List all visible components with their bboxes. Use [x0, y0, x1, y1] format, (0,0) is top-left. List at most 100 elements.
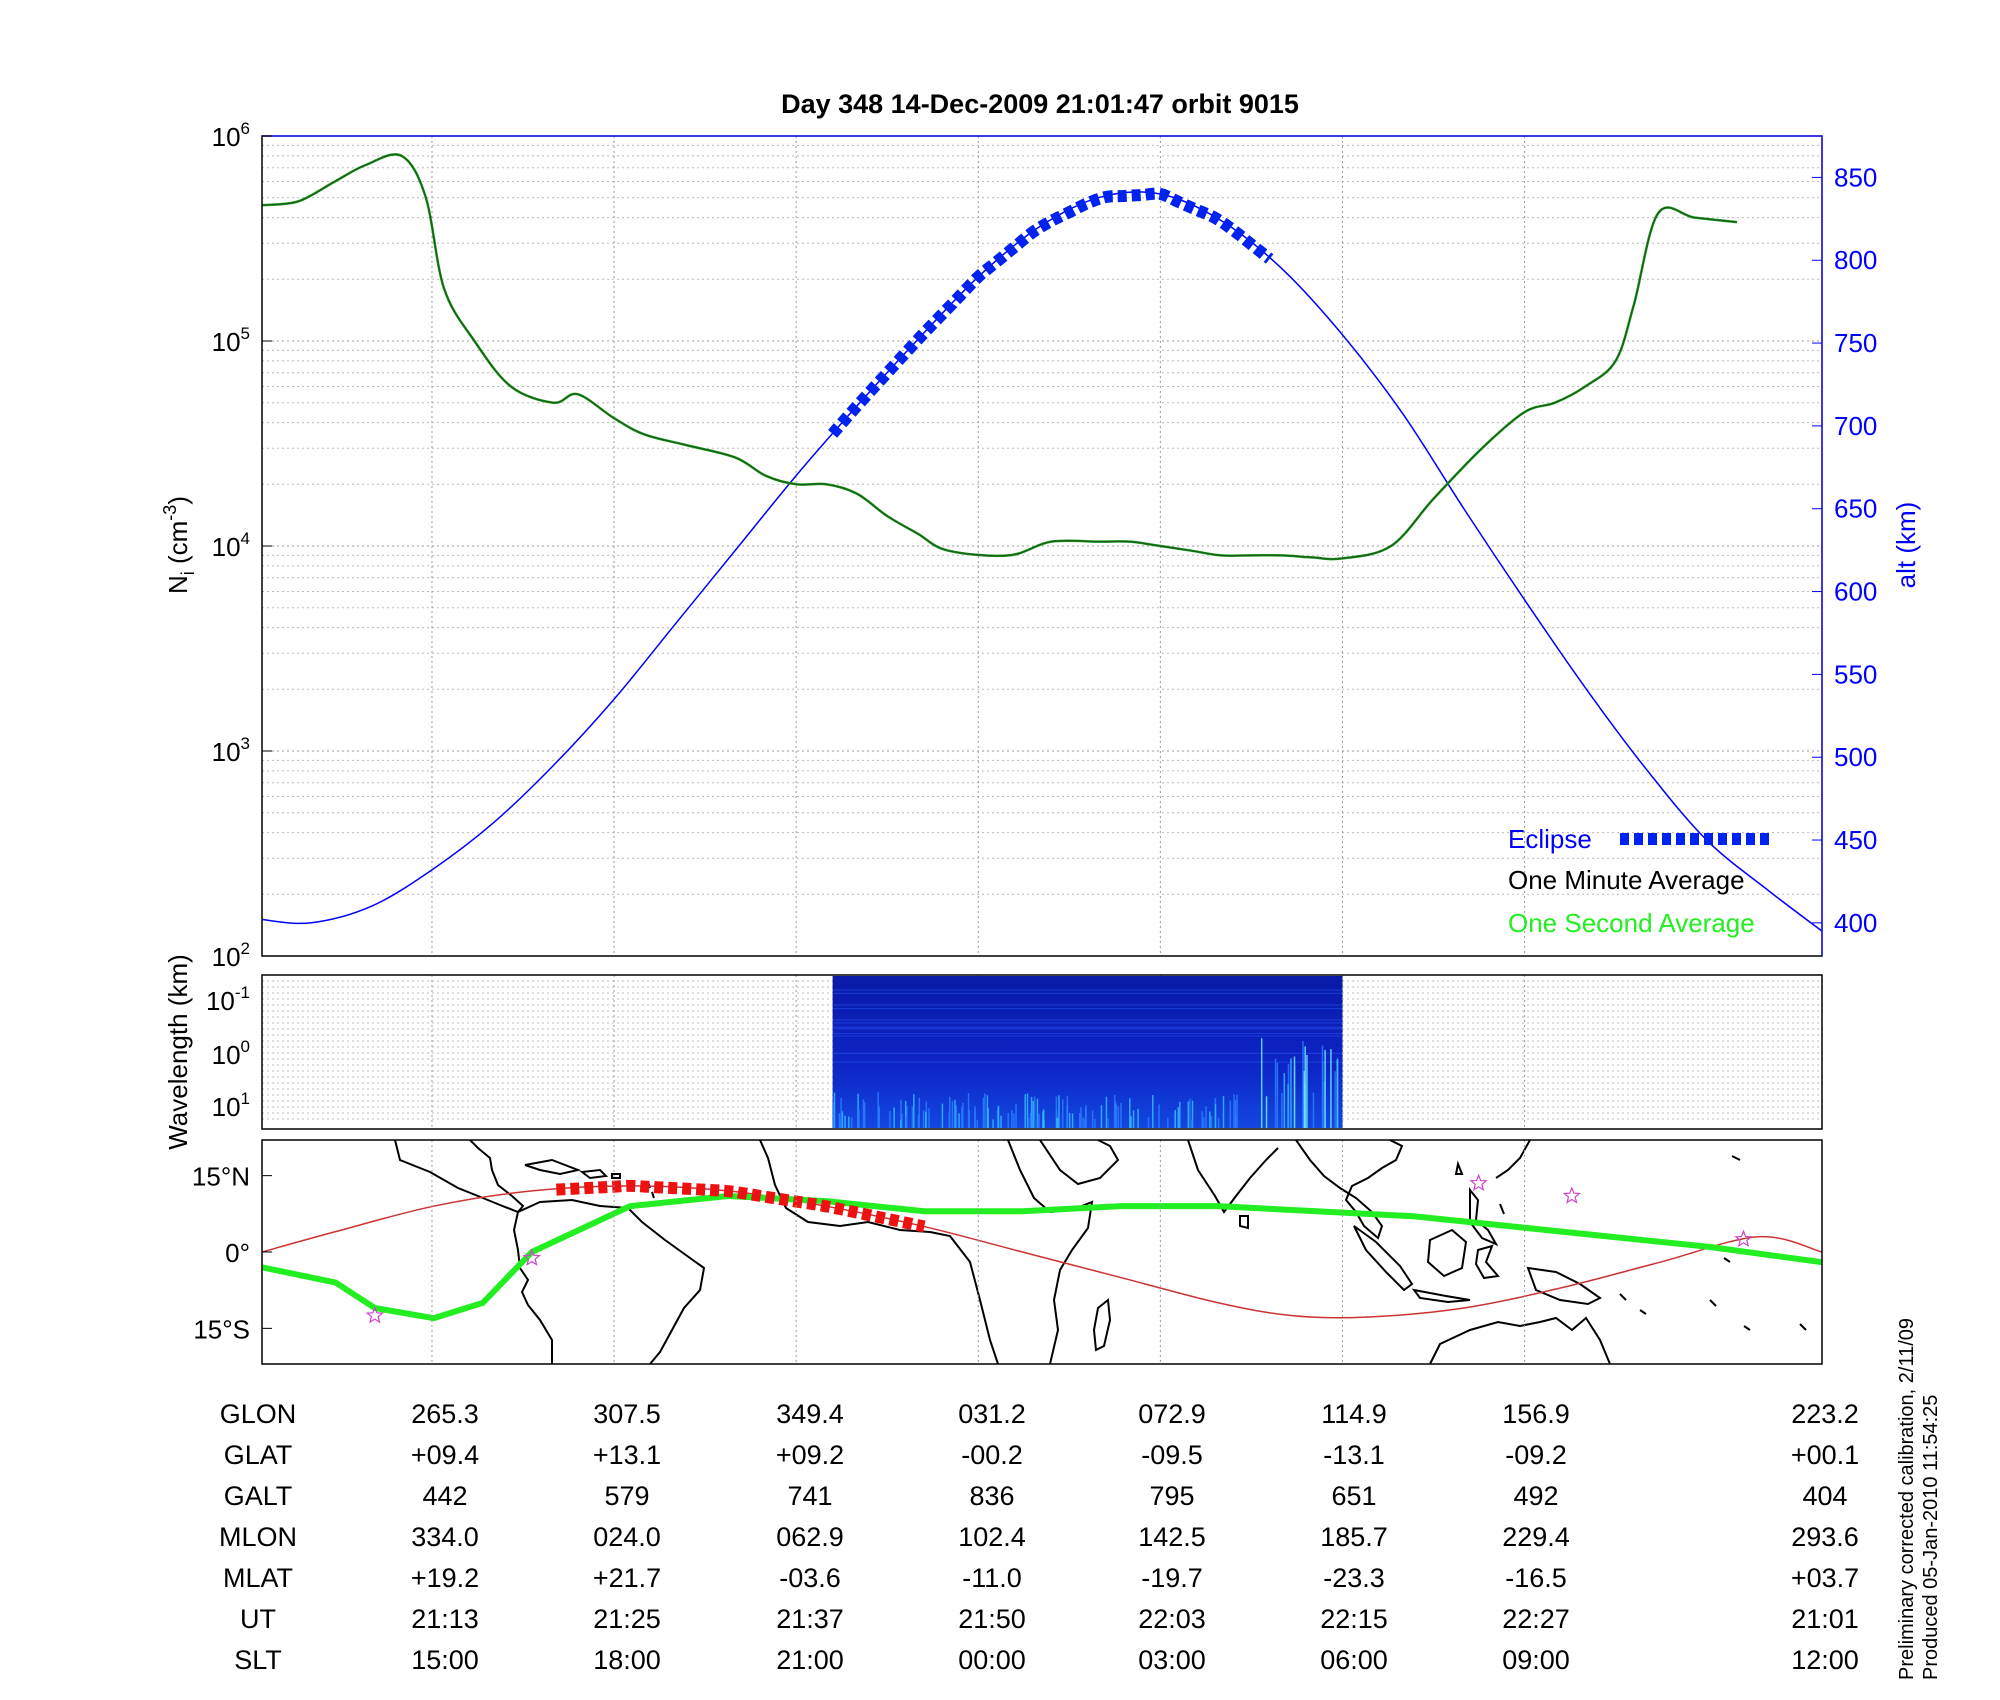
coast-central-america	[394, 1139, 525, 1214]
table-cell: -23.3	[1323, 1563, 1385, 1593]
calibration-note-line2: Produced 05-Jan-2010 11:54:25	[1920, 1394, 1942, 1680]
station-star-icon	[1562, 1186, 1581, 1204]
density-axis-label: Ni (cm-3)	[160, 496, 198, 594]
table-cell: 22:03	[1138, 1604, 1206, 1634]
coast-new-guinea	[1526, 1266, 1602, 1306]
alt-tick-label: 800	[1834, 245, 1877, 275]
table-cell: 229.4	[1502, 1522, 1570, 1552]
table-cell: 223.2	[1791, 1399, 1859, 1429]
legend: Eclipse One Minute Average One Second Av…	[1508, 824, 1774, 938]
alt-tick-label: 650	[1834, 494, 1877, 524]
coast-java	[1411, 1288, 1471, 1304]
table-cell: 349.4	[776, 1399, 844, 1429]
coast-sulawesi	[1474, 1244, 1500, 1280]
table-cell: 22:27	[1502, 1604, 1570, 1634]
station-star-icon	[1469, 1173, 1488, 1192]
table-cell: 142.5	[1138, 1522, 1206, 1552]
magnetic-equator-line	[261, 1192, 1823, 1322]
table-row-label: GALT	[224, 1481, 293, 1511]
table-cell: 09:00	[1502, 1645, 1570, 1675]
table-cell: 404	[1802, 1481, 1847, 1511]
calibration-note-line1: Preliminary corrected calibration, 2/11/…	[1896, 1317, 1918, 1680]
table-cell: 836	[969, 1481, 1014, 1511]
table-cell: 024.0	[593, 1522, 661, 1552]
table-cell: 15:00	[411, 1645, 479, 1675]
density-one-minute-line	[261, 153, 1738, 560]
table-cell: 185.7	[1320, 1522, 1388, 1552]
density-panel: 102 103 104 105 106 400 450 500 550 600 650 700 750…	[160, 119, 1921, 972]
coast-japan	[1495, 1139, 1531, 1179]
table-cell: 00:00	[958, 1645, 1026, 1675]
spectrogram-axis-ticks: 10-1 100 101	[206, 983, 250, 1122]
alt-tick-label: 700	[1834, 411, 1877, 441]
map-grid	[431, 1140, 1526, 1364]
alt-tick-label: 600	[1834, 577, 1877, 607]
table-cell: 651	[1331, 1481, 1376, 1511]
table-cell: +21.7	[593, 1563, 661, 1593]
coast-sri-lanka	[1239, 1215, 1249, 1230]
coast-southeast-asia	[1295, 1139, 1404, 1240]
table-cell: 22:15	[1320, 1604, 1388, 1634]
table-cell: 265.3	[411, 1399, 479, 1429]
map-tick-label: 0°	[225, 1238, 250, 1268]
density-tick-label: 105	[212, 324, 250, 357]
spectrogram-background	[832, 976, 1343, 1128]
alt-tick-label: 400	[1834, 908, 1877, 938]
calibration-note: Preliminary corrected calibration, 2/11/…	[1895, 1318, 1943, 1680]
spectrogram-streaks	[832, 989, 1343, 1128]
table-cell: 21:50	[958, 1604, 1026, 1634]
table-cell: 492	[1513, 1481, 1558, 1511]
table-cell: -19.7	[1141, 1563, 1203, 1593]
table-cell: -13.1	[1323, 1440, 1385, 1470]
wavelength-axis-label: Wavelength (km)	[163, 954, 193, 1150]
coast-taiwan	[1454, 1160, 1464, 1175]
ground-track-line	[261, 1185, 1823, 1319]
table-cell: +19.2	[411, 1563, 479, 1593]
table-cell: +13.1	[593, 1440, 661, 1470]
table-cell: 102.4	[958, 1522, 1026, 1552]
density-tick-label: 102	[212, 939, 250, 972]
alt-tick-label: 450	[1834, 825, 1877, 855]
coast-hispaniola	[579, 1168, 609, 1180]
table-cell: 293.6	[1791, 1522, 1859, 1552]
table-cell: 741	[787, 1481, 832, 1511]
alt-axis-label: alt (km)	[1891, 502, 1921, 589]
wavelength-tick-label: 100	[212, 1037, 250, 1070]
legend-eclipse-label: Eclipse	[1508, 824, 1592, 854]
table-cell: 334.0	[411, 1522, 479, 1552]
spectrogram-image	[832, 976, 1343, 1128]
density-tick-label: 106	[212, 119, 250, 152]
coast-arabia	[1039, 1139, 1120, 1186]
table-row-label: MLON	[219, 1522, 297, 1552]
coast-cuba	[524, 1158, 582, 1176]
table-cell: -11.0	[962, 1563, 1022, 1593]
coast-south-america	[512, 1198, 706, 1365]
alt-tick-label: 850	[1834, 162, 1877, 192]
table-cell: 156.9	[1502, 1399, 1570, 1429]
table-cell: 442	[422, 1481, 467, 1511]
wavelength-tick-label: 10-1	[206, 983, 250, 1016]
table-row-label: MLAT	[223, 1563, 293, 1593]
table-row-label: GLAT	[224, 1440, 293, 1470]
table-cell: 06:00	[1320, 1645, 1388, 1675]
table-row-label: UT	[240, 1604, 276, 1634]
table-cell: -00.2	[961, 1440, 1023, 1470]
table-row-label: GLON	[220, 1399, 297, 1429]
table-cell: 21:00	[776, 1645, 844, 1675]
table-cell: -16.5	[1505, 1563, 1567, 1593]
table-cell: 03:00	[1138, 1645, 1206, 1675]
alt-axis-ticks: 400 450 500 550 600 650 700 750 800 850	[1812, 162, 1877, 938]
table-cell: 579	[604, 1481, 649, 1511]
map-tick-label: 15°N	[192, 1162, 250, 1192]
table-row-label: SLT	[234, 1645, 282, 1675]
table-cell: 18:00	[593, 1645, 661, 1675]
coast-africa-west	[759, 1139, 999, 1365]
map-panel: 15°N 0° 15°S	[192, 1139, 1823, 1365]
table-cell: -09.5	[1141, 1440, 1203, 1470]
altitude-line	[261, 191, 1823, 932]
coast-pacific-islands	[1499, 1155, 1807, 1331]
table-cell: 12:00	[1791, 1645, 1859, 1675]
alt-tick-label: 750	[1834, 328, 1877, 358]
table-cell: 21:13	[411, 1604, 479, 1634]
